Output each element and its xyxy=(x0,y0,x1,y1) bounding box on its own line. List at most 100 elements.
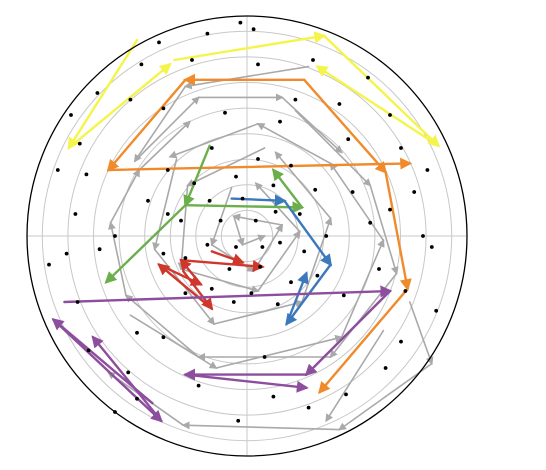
arrow-path-orange-top xyxy=(106,73,413,172)
arrow-segment xyxy=(301,216,333,303)
data-dot xyxy=(251,27,256,32)
arrow-path-red-inner xyxy=(210,250,245,265)
data-dot xyxy=(240,196,245,201)
data-dot xyxy=(77,141,82,146)
data-dot xyxy=(196,383,201,388)
arrow-segment xyxy=(408,301,434,366)
data-dot xyxy=(236,418,241,423)
arrow-segment xyxy=(106,78,187,172)
data-dot xyxy=(205,31,210,36)
colored-arrow-paths xyxy=(51,31,441,423)
data-dot xyxy=(192,181,197,186)
data-dot xyxy=(302,249,307,254)
data-dot xyxy=(86,348,91,353)
data-dot xyxy=(429,245,434,249)
data-dot xyxy=(388,113,392,117)
data-dot xyxy=(231,300,236,304)
data-dot xyxy=(113,234,117,238)
arrow-segment xyxy=(215,334,344,369)
data-dot xyxy=(256,62,260,67)
arrow-segment xyxy=(134,96,200,162)
data-dot xyxy=(207,198,212,203)
data-dot xyxy=(256,157,260,161)
data-dot xyxy=(161,106,166,111)
data-dot xyxy=(306,405,311,410)
data-dot xyxy=(69,113,73,117)
data-dot xyxy=(75,300,80,304)
data-dot xyxy=(341,293,346,298)
arrow-segment xyxy=(108,221,127,297)
data-dot xyxy=(161,335,166,340)
arrow-path-green xyxy=(183,144,305,214)
data-dot xyxy=(209,286,214,291)
arrow-segment xyxy=(179,259,265,273)
arrow-segment xyxy=(157,263,214,310)
data-dot xyxy=(273,209,278,214)
data-dot xyxy=(275,302,280,307)
data-dot xyxy=(238,20,243,25)
data-dot xyxy=(161,251,166,256)
data-dot xyxy=(253,218,258,223)
data-dot xyxy=(399,339,403,344)
arrow-segment xyxy=(157,263,203,286)
data-dot xyxy=(377,267,381,271)
data-dot xyxy=(315,273,320,278)
data-dot xyxy=(425,168,430,172)
data-dot xyxy=(412,190,417,194)
outer-boundary-circle xyxy=(26,15,468,457)
arrow-segment xyxy=(181,421,341,431)
arrow-segment xyxy=(67,62,172,150)
data-dot xyxy=(258,264,263,269)
arrow-segment xyxy=(257,230,301,292)
data-dot xyxy=(126,370,131,375)
arrow-segment xyxy=(124,294,200,358)
arrow-segment xyxy=(252,223,284,273)
polar-grid xyxy=(27,16,467,456)
arrow-segment xyxy=(318,287,409,395)
arrow-segment xyxy=(271,168,304,209)
data-dot xyxy=(165,212,170,216)
arrow-segment xyxy=(232,213,284,226)
arrow-path-orange-right xyxy=(303,78,412,395)
arrow-segment xyxy=(179,258,203,286)
arrow-segment xyxy=(322,34,441,148)
data-dot xyxy=(139,62,144,67)
data-dot xyxy=(234,174,238,179)
data-dot xyxy=(278,240,282,245)
data-dot xyxy=(47,262,51,267)
arrow-segment xyxy=(274,151,332,220)
data-dot xyxy=(260,245,265,249)
data-dot xyxy=(165,168,170,172)
arrow-segment xyxy=(104,203,187,284)
data-dots xyxy=(47,20,439,423)
data-dot xyxy=(344,392,348,397)
data-dot xyxy=(324,234,329,238)
arrow-segment xyxy=(183,144,211,208)
arrow-path-green-left xyxy=(104,203,187,284)
arrow-segment xyxy=(285,271,309,326)
data-dot xyxy=(368,220,373,225)
data-dot xyxy=(55,168,60,172)
arrow-path-gray-3 xyxy=(129,123,385,369)
arrow-path-purple-top xyxy=(63,285,393,393)
data-dot xyxy=(350,190,355,194)
arrow-segment xyxy=(338,362,433,431)
data-dot xyxy=(84,172,89,177)
data-dot xyxy=(403,289,408,293)
arrow-segment xyxy=(168,123,259,159)
arrow-segment xyxy=(138,120,191,171)
arrow-segment xyxy=(63,285,393,304)
data-dot xyxy=(128,97,133,102)
data-dot xyxy=(157,40,161,45)
data-dot xyxy=(205,242,210,247)
data-dot xyxy=(313,187,318,192)
arrow-segment xyxy=(303,78,388,175)
arrow-segment xyxy=(210,186,233,247)
arrow-segment xyxy=(67,39,139,151)
arrow-segment xyxy=(129,314,218,369)
data-dot xyxy=(97,247,102,252)
data-dot xyxy=(218,218,223,223)
arrow-segment xyxy=(91,335,163,422)
